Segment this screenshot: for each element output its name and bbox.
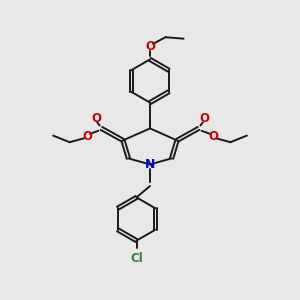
Text: O: O xyxy=(199,112,209,125)
Text: O: O xyxy=(82,130,92,143)
Text: O: O xyxy=(145,40,155,53)
Text: O: O xyxy=(208,130,218,143)
Text: N: N xyxy=(145,158,155,171)
Text: O: O xyxy=(91,112,101,125)
Text: Cl: Cl xyxy=(130,252,143,265)
